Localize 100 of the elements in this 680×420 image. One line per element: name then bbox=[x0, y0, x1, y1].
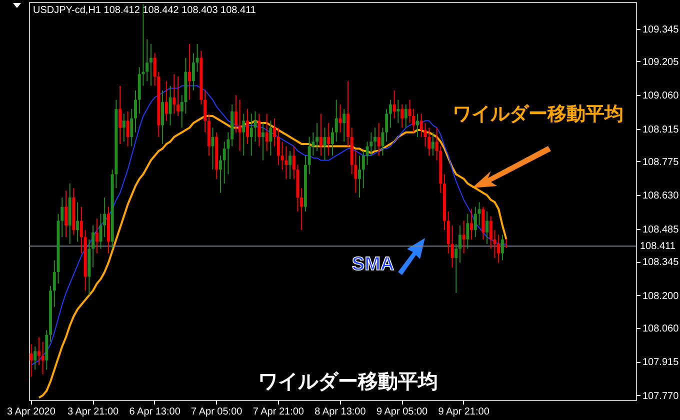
y-tick-label: 109.345 bbox=[642, 24, 680, 36]
candlestick bbox=[500, 234, 504, 261]
candlestick bbox=[149, 43, 152, 86]
candlestick bbox=[161, 90, 164, 144]
y-tick-label: 108.345 bbox=[642, 257, 680, 268]
x-tick-label: 3 Apr 21:00 bbox=[67, 406, 120, 418]
x-tick-label: 9 Apr 21:00 bbox=[438, 406, 490, 418]
candlestick bbox=[258, 113, 261, 147]
candlestick bbox=[408, 99, 412, 124]
candlestick bbox=[261, 122, 264, 161]
x-tick-label: 8 Apr 13:00 bbox=[314, 406, 366, 418]
text: SMA bbox=[352, 254, 394, 275]
candlestick bbox=[316, 122, 319, 152]
candlestick bbox=[362, 150, 365, 189]
candlestick bbox=[146, 38, 149, 82]
candlestick bbox=[34, 346, 37, 370]
candlestick bbox=[95, 218, 98, 254]
candlestick bbox=[30, 344, 33, 378]
candlestick bbox=[76, 202, 80, 242]
candlestick bbox=[276, 127, 280, 166]
candlestick bbox=[234, 94, 238, 133]
candlestick bbox=[308, 136, 311, 175]
candlestick bbox=[80, 206, 83, 254]
candlestick bbox=[497, 234, 500, 264]
y-tick-label: 109.205 bbox=[642, 56, 680, 68]
candlestick bbox=[192, 52, 195, 91]
candlestick bbox=[377, 122, 380, 156]
candlestick bbox=[37, 336, 40, 366]
y-tick-label: 108.630 bbox=[642, 190, 680, 202]
candlestick bbox=[462, 220, 466, 254]
candlestick bbox=[338, 104, 342, 133]
candlestick bbox=[428, 127, 431, 156]
candlestick bbox=[103, 197, 106, 238]
candlestick bbox=[122, 113, 126, 142]
candlestick bbox=[431, 132, 434, 156]
candlestick bbox=[388, 99, 392, 128]
candlestick bbox=[64, 190, 68, 238]
candlestick bbox=[404, 104, 408, 128]
series-label: ワイルダー移動平均 bbox=[452, 104, 624, 125]
candlestick bbox=[188, 43, 192, 100]
candlestick bbox=[330, 127, 334, 156]
candlestick bbox=[358, 155, 362, 198]
annotation: ワイルダー移動平均 bbox=[258, 371, 438, 393]
candlestick bbox=[273, 118, 276, 147]
candlestick bbox=[246, 108, 250, 144]
candlestick bbox=[176, 76, 180, 117]
x-tick-label: 9 Apr 05:00 bbox=[376, 406, 428, 418]
candlestick bbox=[458, 224, 462, 264]
ref-line-label: 108.411 bbox=[640, 241, 676, 252]
candlestick bbox=[400, 104, 404, 128]
candlestick bbox=[392, 90, 396, 119]
candlestick bbox=[334, 99, 338, 142]
y-tick-label: 109.060 bbox=[642, 90, 680, 102]
y-tick-label: 108.915 bbox=[642, 124, 680, 136]
candlestick bbox=[396, 99, 400, 124]
candlestick bbox=[470, 208, 474, 240]
candlestick bbox=[466, 213, 470, 250]
candlestick bbox=[250, 113, 253, 156]
candlestick bbox=[300, 188, 304, 231]
candlestick bbox=[99, 213, 102, 250]
x-tick-label: 6 Apr 13:00 bbox=[129, 406, 181, 418]
y-tick-label: 108.200 bbox=[642, 290, 680, 302]
candlestick bbox=[52, 260, 56, 308]
y-tick-label: 108.060 bbox=[642, 323, 680, 334]
y-tick-label: 107.770 bbox=[642, 390, 680, 402]
candlestick bbox=[196, 43, 199, 72]
candlestick bbox=[485, 210, 488, 245]
x-tick-label: 7 Apr 21:00 bbox=[252, 406, 304, 418]
candlestick bbox=[416, 113, 419, 138]
candlestick bbox=[319, 113, 322, 156]
candlestick bbox=[168, 85, 172, 126]
candlestick bbox=[41, 341, 44, 375]
candlestick bbox=[288, 150, 292, 180]
candlestick bbox=[342, 108, 346, 142]
candlestick bbox=[381, 127, 384, 156]
candlestick bbox=[118, 85, 122, 144]
candlestick bbox=[327, 122, 330, 156]
chart-title: USDJPY-cd,H1 108.412 108.442 108.403 108.411 bbox=[33, 5, 256, 16]
candlestick bbox=[284, 146, 288, 180]
candlestick bbox=[412, 108, 416, 133]
x-tick-label: 7 Apr 05:00 bbox=[191, 406, 243, 418]
candlestick bbox=[204, 90, 207, 133]
x-tick-label: 3 Apr 2020 bbox=[7, 406, 56, 418]
candlestick bbox=[385, 108, 388, 142]
y-tick-label: 107.915 bbox=[642, 357, 680, 368]
candlestick bbox=[172, 74, 176, 114]
candlestick bbox=[218, 155, 222, 194]
candlestick bbox=[126, 110, 130, 147]
candlestick bbox=[164, 80, 168, 122]
candlestick bbox=[474, 206, 477, 238]
candlestick bbox=[130, 108, 134, 147]
candlestick bbox=[482, 206, 485, 240]
candlestick bbox=[478, 202, 481, 226]
candlestick bbox=[134, 90, 138, 133]
y-tick-label: 108.775 bbox=[642, 156, 680, 168]
candlestick bbox=[238, 99, 242, 152]
y-tick-label: 108.485 bbox=[642, 224, 680, 236]
candlestick bbox=[373, 127, 376, 152]
candlestick bbox=[211, 127, 214, 170]
candlestick bbox=[323, 127, 326, 161]
